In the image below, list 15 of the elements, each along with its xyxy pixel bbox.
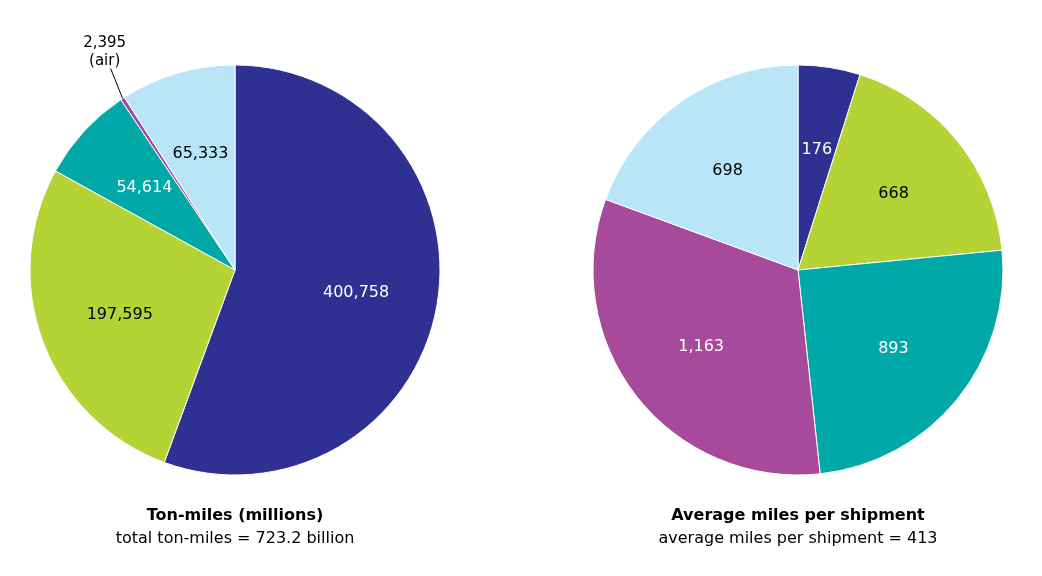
data-label: 1,163 bbox=[678, 336, 725, 356]
slice-label: (air) bbox=[89, 50, 121, 69]
data-label: 65,333 bbox=[172, 142, 229, 162]
text: total ton-miles = 723.2 billion bbox=[115, 528, 355, 547]
text: Ton-miles (millions) bbox=[146, 505, 324, 524]
data-label: 893 bbox=[878, 338, 909, 358]
text: Average miles per shipment bbox=[671, 505, 926, 524]
data-label: 668 bbox=[878, 183, 909, 203]
data-label: 197,595 bbox=[86, 303, 153, 323]
data-label: 54,614 bbox=[116, 177, 173, 197]
data-label: 698 bbox=[712, 159, 743, 179]
text: average miles per shipment = 413 bbox=[658, 528, 938, 547]
data-label: 400,758 bbox=[323, 282, 390, 302]
data-label: 2,395 bbox=[83, 32, 127, 51]
data-label: 176 bbox=[801, 139, 833, 159]
